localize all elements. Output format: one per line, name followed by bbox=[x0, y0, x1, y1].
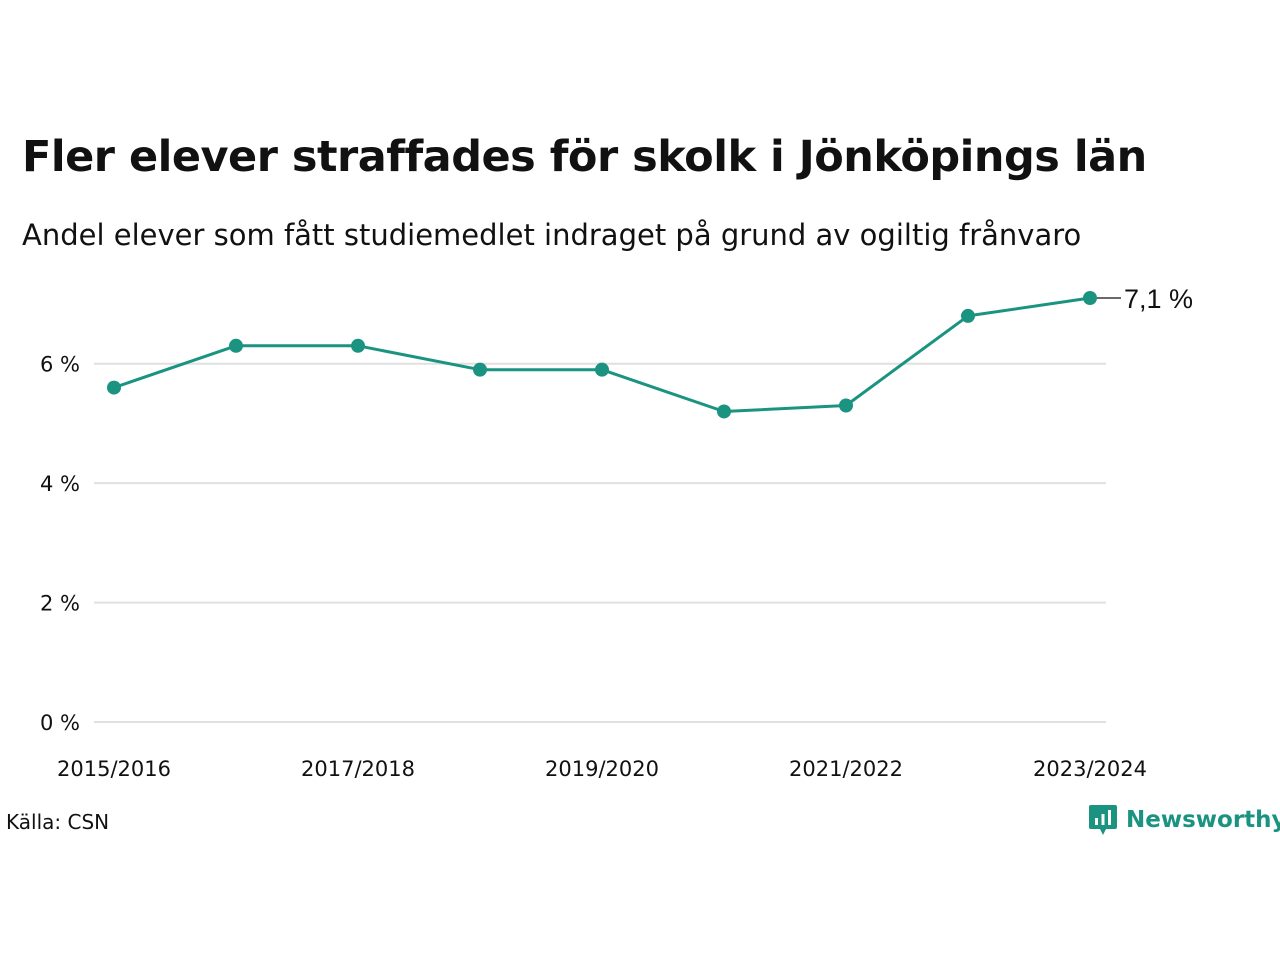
source-note: Källa: CSN bbox=[6, 810, 110, 834]
x-tick-label: 2023/2024 bbox=[1033, 757, 1147, 781]
data-point bbox=[473, 362, 487, 377]
y-tick-label: 0 % bbox=[40, 711, 80, 735]
x-axis-labels: 2015/2016 2017/2018 2019/2020 2021/2022 2023… bbox=[57, 757, 1147, 781]
series-line bbox=[113, 296, 1091, 413]
brand-logo: Newsworthy bbox=[1088, 803, 1280, 837]
grid-lines bbox=[94, 362, 1106, 723]
data-point bbox=[717, 404, 731, 419]
data-points bbox=[107, 291, 1097, 419]
x-tick-label: 2019/2020 bbox=[545, 757, 659, 781]
y-axis-labels: 0 % 2 % 4 % 6 % bbox=[40, 353, 80, 735]
x-tick-label: 2021/2022 bbox=[789, 757, 903, 781]
data-point bbox=[107, 380, 121, 395]
data-point bbox=[1083, 291, 1097, 305]
chart-title: Fler elever straffades för skolk i Jönkö… bbox=[22, 132, 1147, 182]
data-point bbox=[595, 362, 609, 377]
line-chart: 0 % 2 % 4 % 6 % 2015/2016 2017/2018 2019/2020… bbox=[40, 284, 1193, 781]
y-tick-label: 2 % bbox=[40, 592, 80, 616]
chart-bubble-icon bbox=[1089, 805, 1117, 835]
data-point bbox=[229, 338, 243, 353]
data-point bbox=[961, 308, 975, 323]
chart-subtitle: Andel elever som fått studiemedlet indra… bbox=[22, 218, 1082, 252]
data-point bbox=[839, 398, 853, 413]
x-tick-label: 2015/2016 bbox=[57, 757, 171, 781]
end-value-label: 7,1 % bbox=[1124, 284, 1193, 314]
brand-name: Newsworthy bbox=[1126, 807, 1280, 833]
y-tick-label: 6 % bbox=[40, 353, 80, 377]
y-tick-label: 4 % bbox=[40, 472, 80, 496]
data-point bbox=[351, 338, 365, 353]
x-tick-label: 2017/2018 bbox=[301, 757, 415, 781]
